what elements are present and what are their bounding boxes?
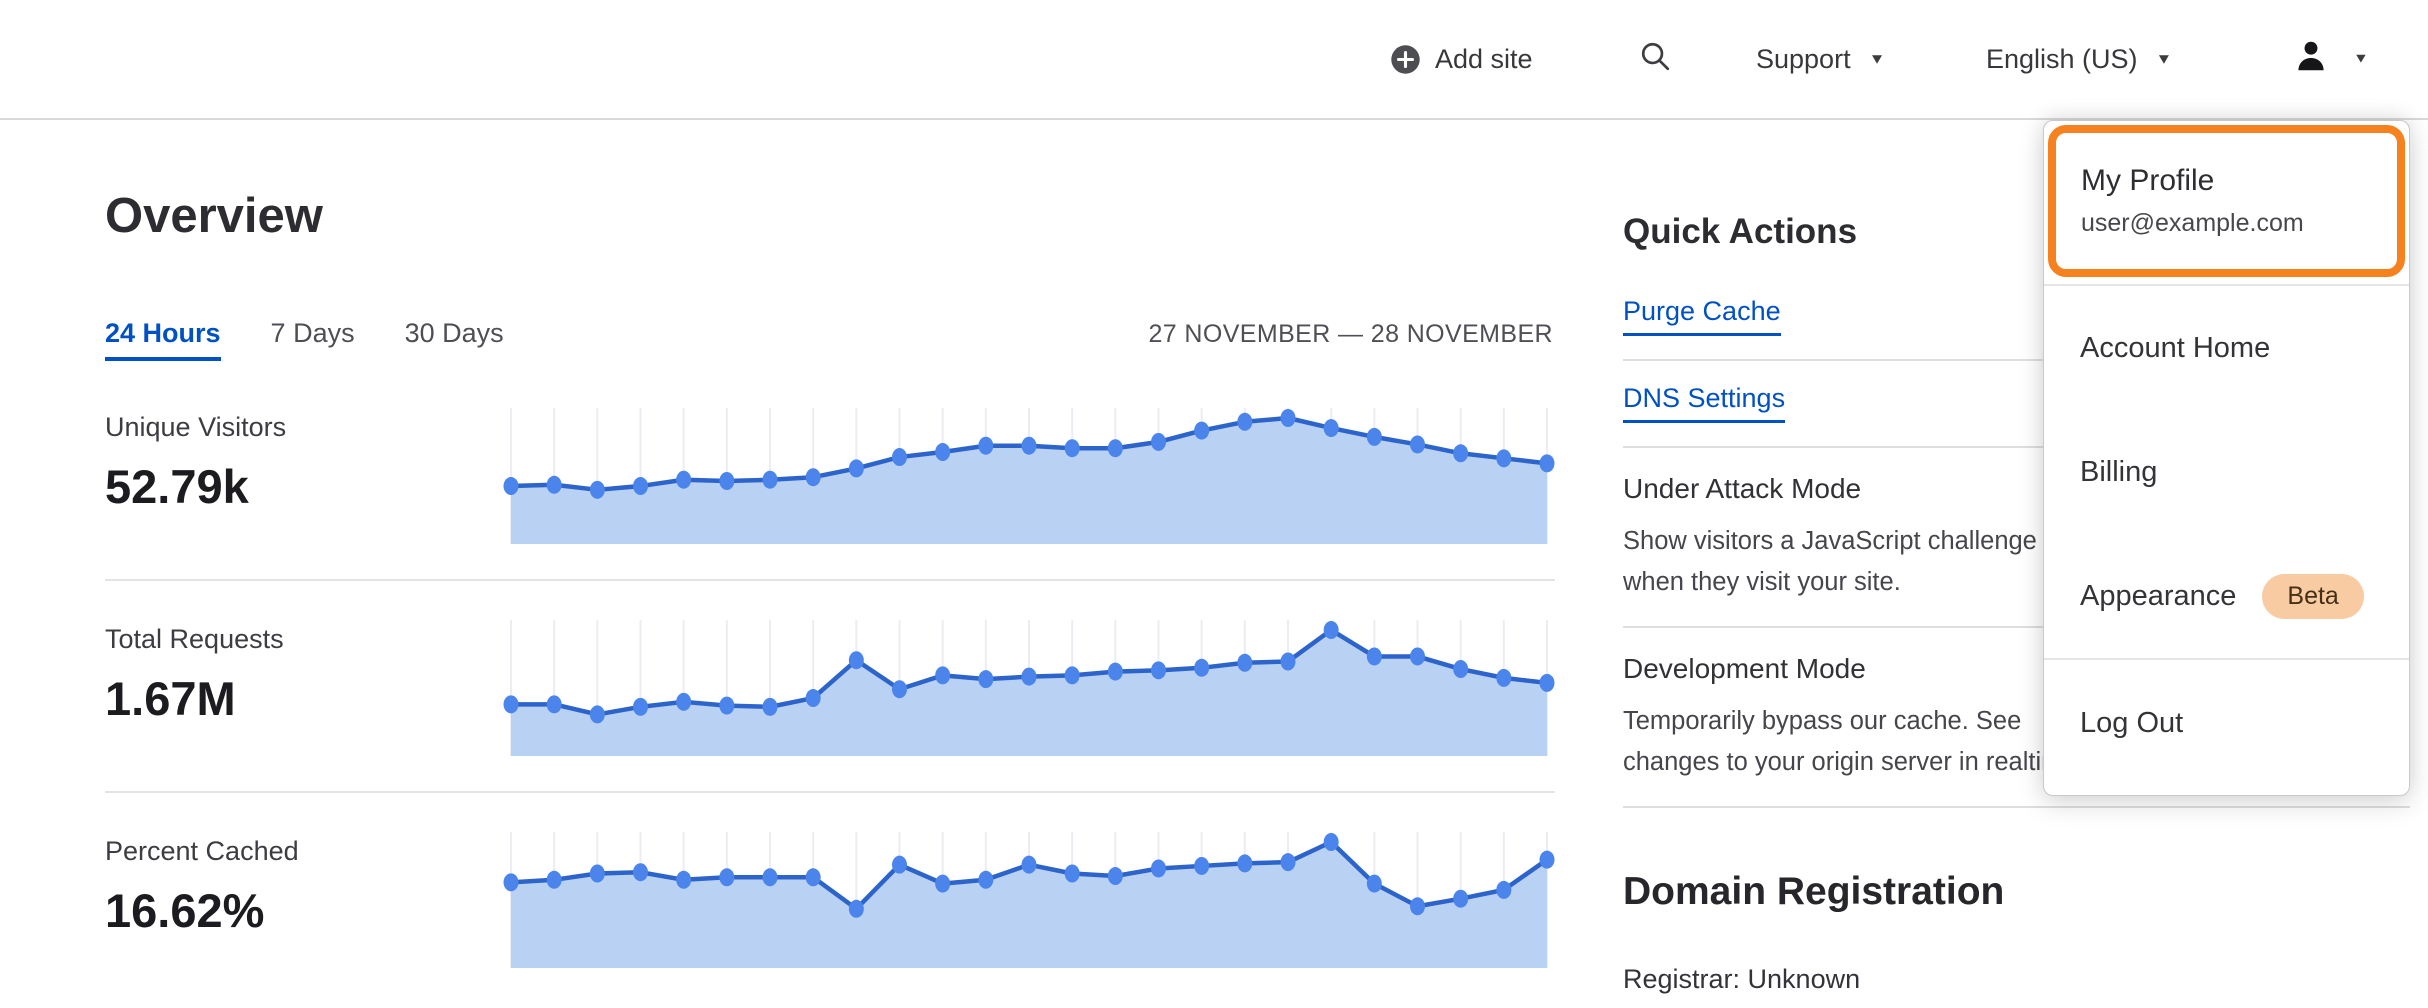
quick-actions-panel: Quick Actions Purge Cache DNS Settings U…: [1623, 212, 2410, 995]
date-range-label: 27 NOVEMBER — 28 NOVEMBER: [1148, 320, 1553, 348]
percent-cached-stat: Percent Cached 16.62%: [105, 828, 503, 970]
tab-24-hours[interactable]: 24 Hours: [105, 318, 221, 361]
dns-settings-link[interactable]: DNS Settings: [1623, 383, 1786, 423]
total-requests-chart[interactable]: [503, 616, 1555, 758]
menu-item-my-profile[interactable]: My Profile user@example.com: [2056, 133, 2397, 269]
profile-highlight-annotation: My Profile user@example.com: [2048, 125, 2405, 277]
divider: [2044, 658, 2409, 660]
add-site-label: Add site: [1435, 43, 1533, 74]
unique-visitors-chart[interactable]: [503, 404, 1555, 546]
user-account-menu[interactable]: ▼: [2293, 0, 2369, 118]
page-title: Overview: [105, 189, 323, 243]
stat-value: 16.62%: [105, 884, 265, 937]
analytics-panel: Unique Visitors 52.79k Total Requests 1.…: [105, 404, 1555, 970]
add-site-button[interactable]: Add site: [1390, 0, 1533, 118]
divider: [1623, 806, 2410, 808]
menu-item-appearance[interactable]: Appearance Beta: [2044, 534, 2409, 658]
chevron-down-icon: ▼: [2353, 51, 2369, 66]
profile-email: user@example.com: [2081, 209, 2304, 237]
chevron-down-icon: ▼: [1868, 50, 1886, 67]
development-mode-title[interactable]: Development Mode: [1623, 653, 1866, 684]
divider: [105, 791, 1555, 793]
percent-cached-row: Percent Cached 16.62%: [105, 828, 1555, 970]
stat-label: Percent Cached: [105, 836, 299, 866]
menu-item-billing[interactable]: Billing: [2080, 455, 2158, 488]
beta-badge: Beta: [2262, 573, 2364, 619]
menu-item-account-home[interactable]: Account Home: [2080, 331, 2271, 364]
unique-visitors-row: Unique Visitors 52.79k: [105, 404, 1555, 546]
percent-cached-chart[interactable]: [503, 828, 1555, 970]
divider: [1623, 359, 2410, 361]
user-avatar-icon: [2293, 38, 2329, 81]
tab-30-days[interactable]: 30 Days: [404, 318, 504, 348]
domain-registration-title: Domain Registration: [1623, 870, 2005, 913]
divider: [105, 579, 1555, 581]
unique-visitors-stat: Unique Visitors 52.79k: [105, 404, 503, 546]
stat-label: Total Requests: [105, 624, 284, 654]
appearance-label: Appearance: [2080, 579, 2237, 612]
development-mode-description: Temporarily bypass our cache. See change…: [1623, 707, 2084, 776]
under-attack-mode-description: Show visitors a JavaScript challenge whe…: [1623, 527, 2037, 596]
stat-label: Unique Visitors: [105, 412, 287, 442]
total-requests-stat: Total Requests 1.67M: [105, 616, 503, 758]
total-requests-row: Total Requests 1.67M: [105, 616, 1555, 758]
tab-7-days[interactable]: 7 Days: [270, 318, 355, 348]
language-menu[interactable]: English (US) ▼: [1986, 0, 2172, 118]
time-range-tabs: 24 Hours 7 Days 30 Days: [105, 318, 504, 361]
top-navigation-bar: Add site Support ▼ English (US) ▼ ▼: [0, 0, 2428, 120]
chevron-down-icon: ▼: [2155, 50, 2173, 67]
registrar-info: Registrar: Unknown: [1623, 964, 1861, 994]
purge-cache-link[interactable]: Purge Cache: [1623, 296, 1781, 336]
divider: [1623, 446, 2410, 448]
search-button[interactable]: [1638, 0, 1672, 118]
divider: [2044, 284, 2409, 286]
quick-actions-title: Quick Actions: [1623, 212, 1858, 251]
stat-value: 1.67M: [105, 672, 236, 725]
divider: [1623, 626, 2410, 628]
user-menu-dropdown: My Profile user@example.com Account Home…: [2043, 120, 2410, 796]
my-profile-label: My Profile: [2081, 164, 2215, 197]
search-icon: [1638, 39, 1672, 80]
menu-item-log-out[interactable]: Log Out: [2080, 706, 2184, 739]
plus-circle-icon: [1390, 44, 1421, 75]
language-label: English (US): [1986, 43, 2138, 74]
under-attack-mode-title[interactable]: Under Attack Mode: [1623, 473, 1862, 504]
stat-value: 52.79k: [105, 460, 249, 513]
support-menu[interactable]: Support ▼: [1756, 0, 1885, 118]
support-label: Support: [1756, 43, 1851, 74]
